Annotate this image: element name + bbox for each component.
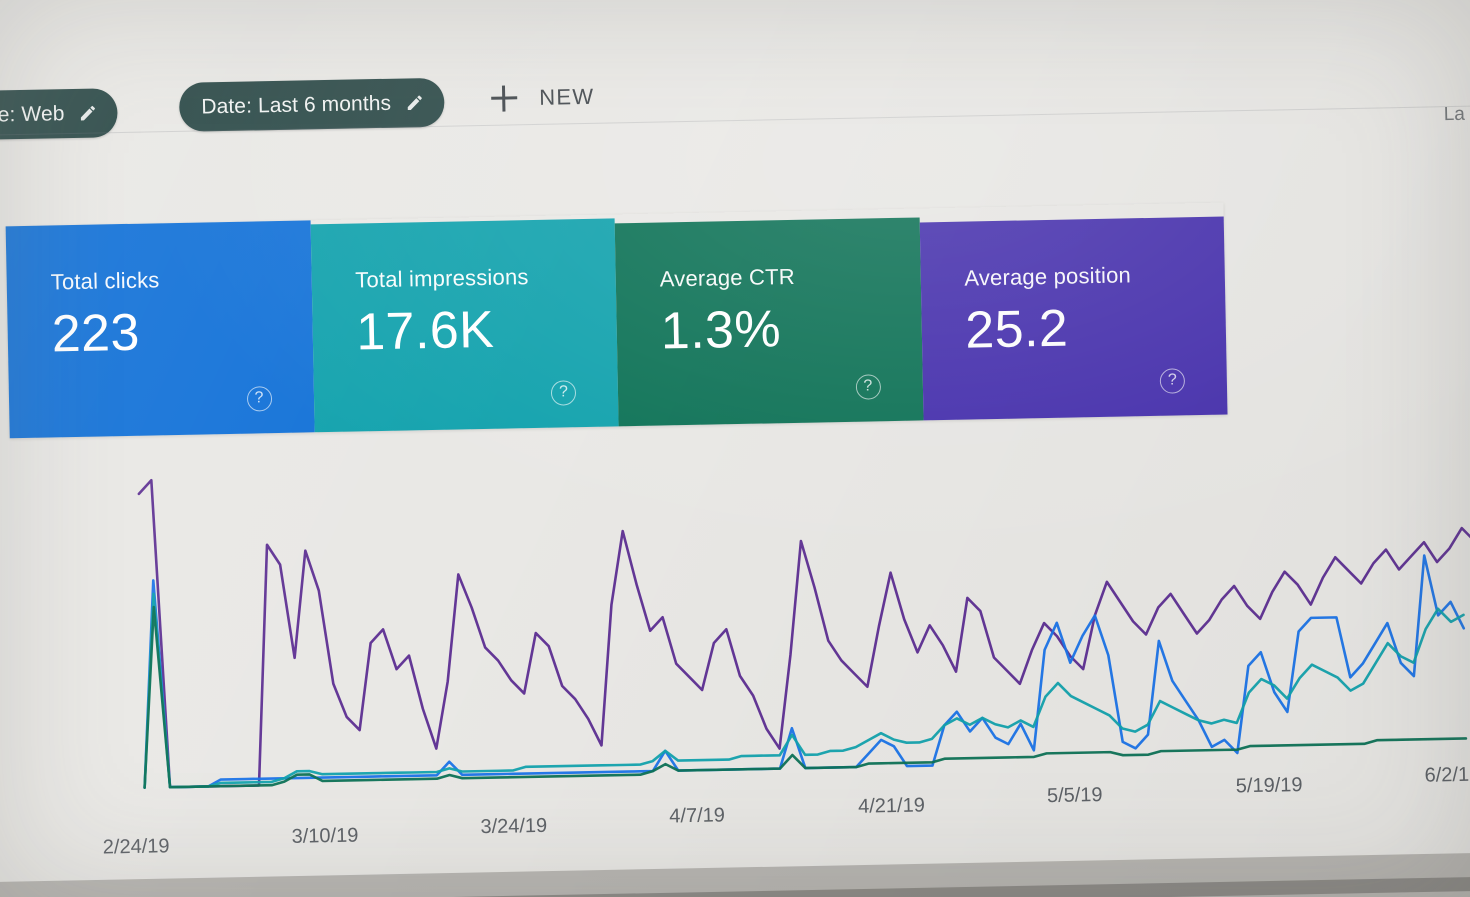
metric-card-average-ctr-value: 1.3% — [660, 300, 782, 361]
filter-chip-date[interactable]: Date: Last 6 months — [178, 77, 445, 132]
pencil-icon — [80, 105, 96, 121]
x-axis-tick-label: 3/24/19 — [480, 814, 548, 838]
help-circle-icon[interactable]: ? — [1159, 368, 1186, 394]
add-new-filter-label: NEW — [538, 83, 595, 110]
performance-chart-svg — [137, 478, 1470, 790]
metric-card-average-position-label: Average position — [964, 262, 1132, 291]
metric-cards-row: Total clicks 223 ? Total impressions 17.… — [5, 203, 1228, 439]
filter-chip-search-type[interactable]: type: Web — [0, 88, 118, 141]
x-axis-tick-label: 6/2/19 — [1424, 763, 1470, 787]
filter-chip-date-label: Date: Last 6 months — [201, 91, 392, 118]
chart-series-average-position — [137, 478, 1470, 789]
metric-card-total-clicks-label: Total clicks — [50, 267, 160, 295]
metric-card-total-impressions[interactable]: Total impressions 17.6K ? — [310, 218, 619, 433]
plus-icon — [491, 85, 518, 112]
metric-card-average-position-value: 25.2 — [964, 299, 1069, 360]
x-axis-tick-label: 3/10/19 — [291, 824, 359, 849]
x-axis-tick-label: 5/19/19 — [1235, 773, 1303, 797]
pencil-icon — [407, 95, 422, 111]
help-circle-icon[interactable]: ? — [246, 386, 272, 412]
filter-toolbar: type: Web Date: Last 6 months NEW — [0, 58, 1470, 157]
help-circle-icon[interactable]: ? — [550, 380, 577, 406]
x-axis-tick-label: 2/24/19 — [102, 835, 170, 859]
x-axis-tick-label: 5/5/19 — [1046, 784, 1103, 808]
metric-card-average-position[interactable]: Average position 25.2 ? — [919, 216, 1228, 421]
metric-card-total-clicks-value: 223 — [51, 303, 141, 364]
add-new-filter-button[interactable]: NEW — [491, 73, 595, 123]
metric-card-average-ctr[interactable]: Average CTR 1.3% ? — [614, 217, 924, 427]
metric-card-total-clicks[interactable]: Total clicks 223 ? — [5, 220, 315, 439]
metric-card-total-impressions-value: 17.6K — [355, 300, 495, 362]
x-axis-tick-label: 4/7/19 — [669, 804, 726, 828]
metric-card-total-impressions-label: Total impressions — [354, 264, 529, 293]
performance-chart[interactable]: 2/24/19 3/10/19 3/24/19 4/7/19 4/21/19 5/5/19… — [10, 416, 1470, 864]
metric-card-average-ctr-label: Average CTR — [659, 263, 796, 292]
chart-series-average-ctr — [143, 605, 1468, 790]
right-edge-truncated-text: La — [1443, 103, 1466, 126]
chart-series-total-impressions — [143, 592, 1465, 790]
x-axis-tick-label: 4/21/19 — [857, 794, 926, 818]
filter-chip-search-type-label: type: Web — [0, 101, 65, 127]
help-circle-icon[interactable]: ? — [855, 374, 881, 400]
